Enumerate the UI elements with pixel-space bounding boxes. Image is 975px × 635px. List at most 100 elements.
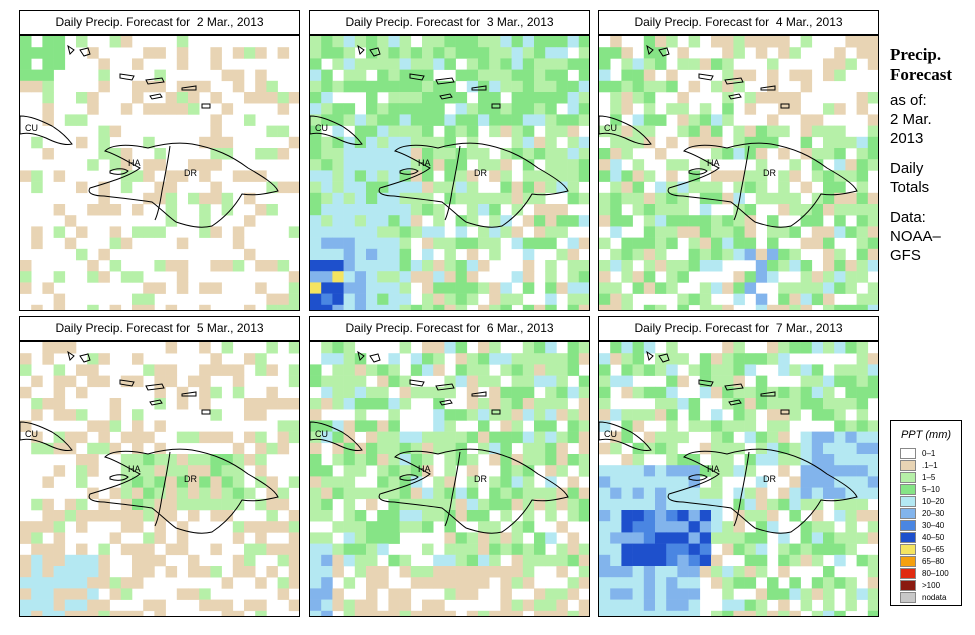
precip-cell: [332, 114, 344, 126]
precip-cell: [621, 375, 633, 388]
precip-cell: [666, 136, 678, 149]
precip-cell: [466, 80, 479, 93]
precip-cell: [176, 170, 189, 182]
precip-cell: [722, 36, 734, 48]
precip-cell: [433, 487, 445, 500]
precip-cell: [767, 248, 779, 261]
precip-cell: [578, 599, 589, 612]
precip-cell: [165, 454, 178, 466]
precip-cell: [867, 204, 878, 216]
precip-cell: [310, 192, 322, 205]
precip-cell: [354, 386, 367, 399]
hispaniola-coastline: [667, 142, 858, 228]
precip-cell: [643, 304, 656, 310]
precip-cell: [310, 237, 322, 250]
precip-cell: [310, 454, 322, 466]
precip-cell: [466, 454, 479, 466]
precip-cell: [221, 364, 234, 376]
precip-cell: [332, 282, 344, 294]
precip-cell: [244, 92, 256, 104]
bahamas-island-outline: [369, 353, 381, 363]
precip-cell: [500, 442, 512, 455]
precip-cell: [621, 237, 633, 250]
precip-cell: [321, 476, 333, 488]
precip-cell: [599, 510, 611, 522]
precip-cell: [722, 114, 734, 126]
precip-cell: [767, 409, 779, 421]
precip-cell: [288, 398, 299, 410]
precip-cell: [733, 353, 745, 365]
precip-cell: [466, 375, 479, 388]
precip-cell: [244, 521, 256, 533]
precip-cell: [778, 364, 790, 376]
precip-cell: [699, 420, 712, 432]
precip-cell: [53, 610, 66, 616]
precip-cell: [534, 353, 546, 365]
precip-cell: [343, 271, 356, 283]
precip-cell: [556, 375, 568, 388]
precip-cell: [20, 386, 32, 399]
precip-cell: [677, 543, 689, 556]
precip-cell: [567, 237, 580, 250]
bahamas-island-outline: [658, 47, 670, 57]
precip-cell: [522, 215, 535, 227]
legend-label: 30–40: [922, 521, 945, 530]
precip-cell: [489, 80, 501, 93]
precip-cell: [332, 420, 344, 432]
precip-cell: [210, 431, 222, 444]
precip-cell: [599, 80, 611, 93]
precip-cell: [321, 36, 333, 48]
precip-cell: [343, 398, 356, 410]
precip-cell: [522, 159, 535, 171]
gonave-island-outline: [399, 474, 419, 481]
precip-cell: [310, 498, 322, 511]
precip-cell: [489, 204, 501, 216]
precip-cell: [811, 554, 824, 567]
cuba-coastline: [20, 115, 73, 145]
precip-cell: [711, 148, 723, 160]
precip-cell: [755, 36, 768, 48]
precip-cell: [366, 599, 378, 612]
precip-cell: [466, 170, 479, 182]
precip-cell: [455, 566, 468, 578]
precip-cell: [511, 58, 524, 70]
precip-cell: [31, 566, 43, 578]
precip-cell: [800, 293, 813, 306]
precip-cell: [722, 386, 734, 399]
precip-cell: [422, 226, 434, 238]
precip-cell: [422, 364, 434, 376]
precip-cell: [666, 204, 678, 216]
precip-cell: [856, 271, 869, 283]
precip-cell: [321, 543, 333, 556]
precip-cell: [545, 125, 557, 138]
precip-cell: [64, 431, 77, 444]
precip-cell: [343, 454, 356, 466]
precip-cell: [53, 510, 66, 522]
precip-cell: [511, 36, 524, 48]
precip-cell: [199, 282, 211, 294]
precip-cell: [221, 103, 234, 115]
precip-cell: [789, 577, 801, 589]
precip-cell: [98, 192, 110, 205]
precip-cell: [688, 36, 701, 48]
precip-cell: [711, 487, 723, 500]
precip-cell: [610, 543, 622, 556]
precip-cell: [332, 215, 344, 227]
precip-cell: [489, 431, 501, 444]
precip-cell: [711, 431, 723, 444]
precip-cell: [655, 532, 667, 544]
precip-cell: [332, 170, 344, 182]
precip-cell: [522, 442, 535, 455]
precip-cell: [578, 454, 589, 466]
precip-cell: [511, 192, 524, 205]
precip-cell: [53, 293, 66, 306]
precip-cell: [109, 237, 122, 250]
precip-cell: [266, 442, 278, 455]
precip-cell: [811, 170, 824, 182]
precip-cell: [232, 465, 245, 477]
precip-cell: [76, 554, 88, 567]
precip-cell: [511, 498, 524, 511]
precip-cell: [677, 398, 689, 410]
precip-cell: [343, 170, 356, 182]
precip-cell: [354, 566, 367, 578]
